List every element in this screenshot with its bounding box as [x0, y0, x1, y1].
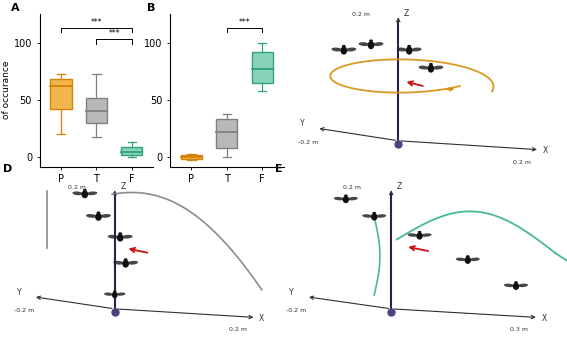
Ellipse shape [346, 48, 356, 51]
Ellipse shape [456, 257, 466, 261]
Ellipse shape [373, 42, 383, 46]
Ellipse shape [466, 255, 469, 257]
Ellipse shape [96, 211, 100, 214]
Text: -0.2 m: -0.2 m [14, 308, 35, 313]
Text: D: D [3, 164, 12, 174]
Ellipse shape [429, 63, 433, 66]
Text: X: X [543, 146, 548, 155]
Text: X: X [259, 314, 264, 323]
Text: 0.3 m: 0.3 m [510, 327, 528, 332]
Ellipse shape [113, 261, 124, 265]
Y-axis label: Percentage
of occurance: Percentage of occurance [0, 61, 11, 119]
Text: 0.2 m: 0.2 m [229, 327, 247, 332]
Text: E: E [275, 164, 282, 174]
Ellipse shape [73, 192, 83, 195]
Ellipse shape [362, 214, 372, 218]
Ellipse shape [514, 281, 518, 283]
Ellipse shape [112, 291, 117, 298]
Ellipse shape [108, 235, 118, 239]
Ellipse shape [518, 283, 528, 287]
Ellipse shape [100, 214, 111, 218]
Ellipse shape [504, 283, 514, 287]
Ellipse shape [95, 213, 101, 221]
Ellipse shape [368, 41, 374, 49]
Ellipse shape [122, 235, 133, 239]
Ellipse shape [358, 42, 369, 46]
Text: 0.2 m: 0.2 m [513, 160, 531, 165]
Ellipse shape [342, 45, 346, 48]
Ellipse shape [470, 257, 480, 261]
Ellipse shape [83, 189, 87, 191]
Text: 0.2 m: 0.2 m [352, 12, 370, 17]
Ellipse shape [513, 282, 519, 290]
Ellipse shape [87, 192, 98, 195]
Ellipse shape [113, 290, 116, 292]
Text: -0.2 m: -0.2 m [286, 308, 307, 313]
Text: Y: Y [289, 288, 294, 297]
Ellipse shape [344, 194, 348, 197]
Ellipse shape [82, 191, 88, 198]
Ellipse shape [348, 197, 358, 200]
Ellipse shape [408, 233, 417, 237]
Ellipse shape [119, 232, 122, 235]
Ellipse shape [373, 212, 376, 214]
Ellipse shape [411, 48, 422, 51]
Bar [86, 98, 107, 123]
Ellipse shape [124, 258, 128, 261]
Ellipse shape [369, 40, 373, 42]
Ellipse shape [428, 65, 434, 73]
Text: Z: Z [120, 182, 125, 191]
Text: X: X [541, 314, 547, 323]
Ellipse shape [376, 214, 386, 218]
Ellipse shape [86, 214, 96, 218]
Ellipse shape [117, 234, 124, 242]
Text: A: A [11, 3, 20, 13]
Ellipse shape [331, 48, 342, 51]
Ellipse shape [104, 293, 113, 296]
Text: ***: *** [91, 17, 102, 26]
Ellipse shape [128, 261, 138, 265]
Text: Z: Z [404, 9, 409, 18]
Bar [121, 147, 142, 155]
Ellipse shape [418, 231, 421, 233]
Bar [216, 119, 238, 148]
Ellipse shape [406, 46, 412, 54]
Ellipse shape [341, 46, 347, 54]
Ellipse shape [433, 66, 443, 69]
Ellipse shape [122, 260, 129, 268]
Ellipse shape [418, 66, 429, 69]
Ellipse shape [464, 256, 471, 264]
Ellipse shape [397, 48, 407, 51]
Text: B: B [147, 3, 156, 13]
Text: Y: Y [17, 288, 22, 297]
Ellipse shape [407, 45, 411, 48]
Text: ***: *** [239, 17, 251, 26]
Text: Y: Y [301, 119, 305, 128]
Text: -0.2 m: -0.2 m [298, 140, 318, 145]
Text: Z: Z [397, 182, 402, 191]
Ellipse shape [416, 232, 423, 240]
Ellipse shape [422, 233, 431, 237]
Ellipse shape [371, 213, 378, 221]
Text: 0.2 m: 0.2 m [343, 185, 361, 190]
Bar [181, 155, 202, 159]
Ellipse shape [334, 197, 344, 200]
Bar [252, 52, 273, 83]
Text: ***: *** [108, 29, 120, 38]
Ellipse shape [117, 293, 125, 296]
Text: 0.2 m: 0.2 m [69, 185, 87, 190]
Ellipse shape [342, 196, 349, 203]
Bar [50, 79, 71, 109]
